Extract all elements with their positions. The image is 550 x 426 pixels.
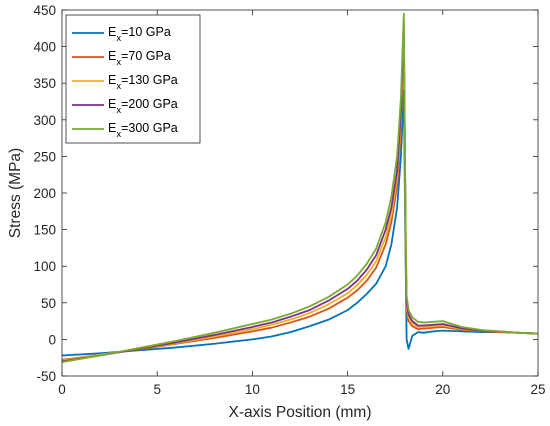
series-layer <box>61 12 539 363</box>
legend-label-1: Ex=70 GPa <box>108 49 171 68</box>
y-tick-label-5: 200 <box>33 186 56 201</box>
y-tick-label-10: 450 <box>33 3 56 18</box>
x-tick-label-2: 10 <box>245 382 260 397</box>
y-axis-label: Stress (MPa) <box>7 148 24 238</box>
x-tick-label-4: 20 <box>435 382 450 397</box>
legend: Ex=10 GPa Ex=70 GPa Ex=130 GPa Ex=200 GPa Ex… <box>65 14 201 144</box>
y-tick-label-7: 300 <box>33 113 56 128</box>
x-tick-label-3: 15 <box>340 382 355 397</box>
y-tick-label-3: 100 <box>33 259 56 274</box>
series-line-1 <box>61 31 539 361</box>
y-tick-label-8: 350 <box>33 76 56 91</box>
y-tick-label-2: 50 <box>41 296 56 311</box>
y-tick-label-6: 250 <box>33 149 56 164</box>
y-tick-label-9: 400 <box>33 40 56 55</box>
x-axis-label: X-axis Position (mm) <box>229 404 372 421</box>
series-line-0 <box>61 89 539 357</box>
series-line-2 <box>61 23 539 362</box>
y-tick-label-4: 150 <box>33 223 56 238</box>
series-line-3 <box>61 18 539 363</box>
legend-label-2: Ex=130 GPa <box>108 73 178 92</box>
y-tick-label-1: 0 <box>48 332 56 347</box>
x-tick-label-1: 5 <box>153 382 161 397</box>
x-tick-label-5: 25 <box>530 382 545 397</box>
x-tick-label-0: 0 <box>58 382 66 397</box>
legend-label-3: Ex=200 GPa <box>108 97 178 116</box>
series-line-4 <box>61 12 539 363</box>
legend-label-4: Ex=300 GPa <box>108 121 178 140</box>
legend-box <box>65 14 201 144</box>
y-tick-label-0: -50 <box>36 369 56 384</box>
legend-label-0: Ex=10 GPa <box>108 25 171 44</box>
